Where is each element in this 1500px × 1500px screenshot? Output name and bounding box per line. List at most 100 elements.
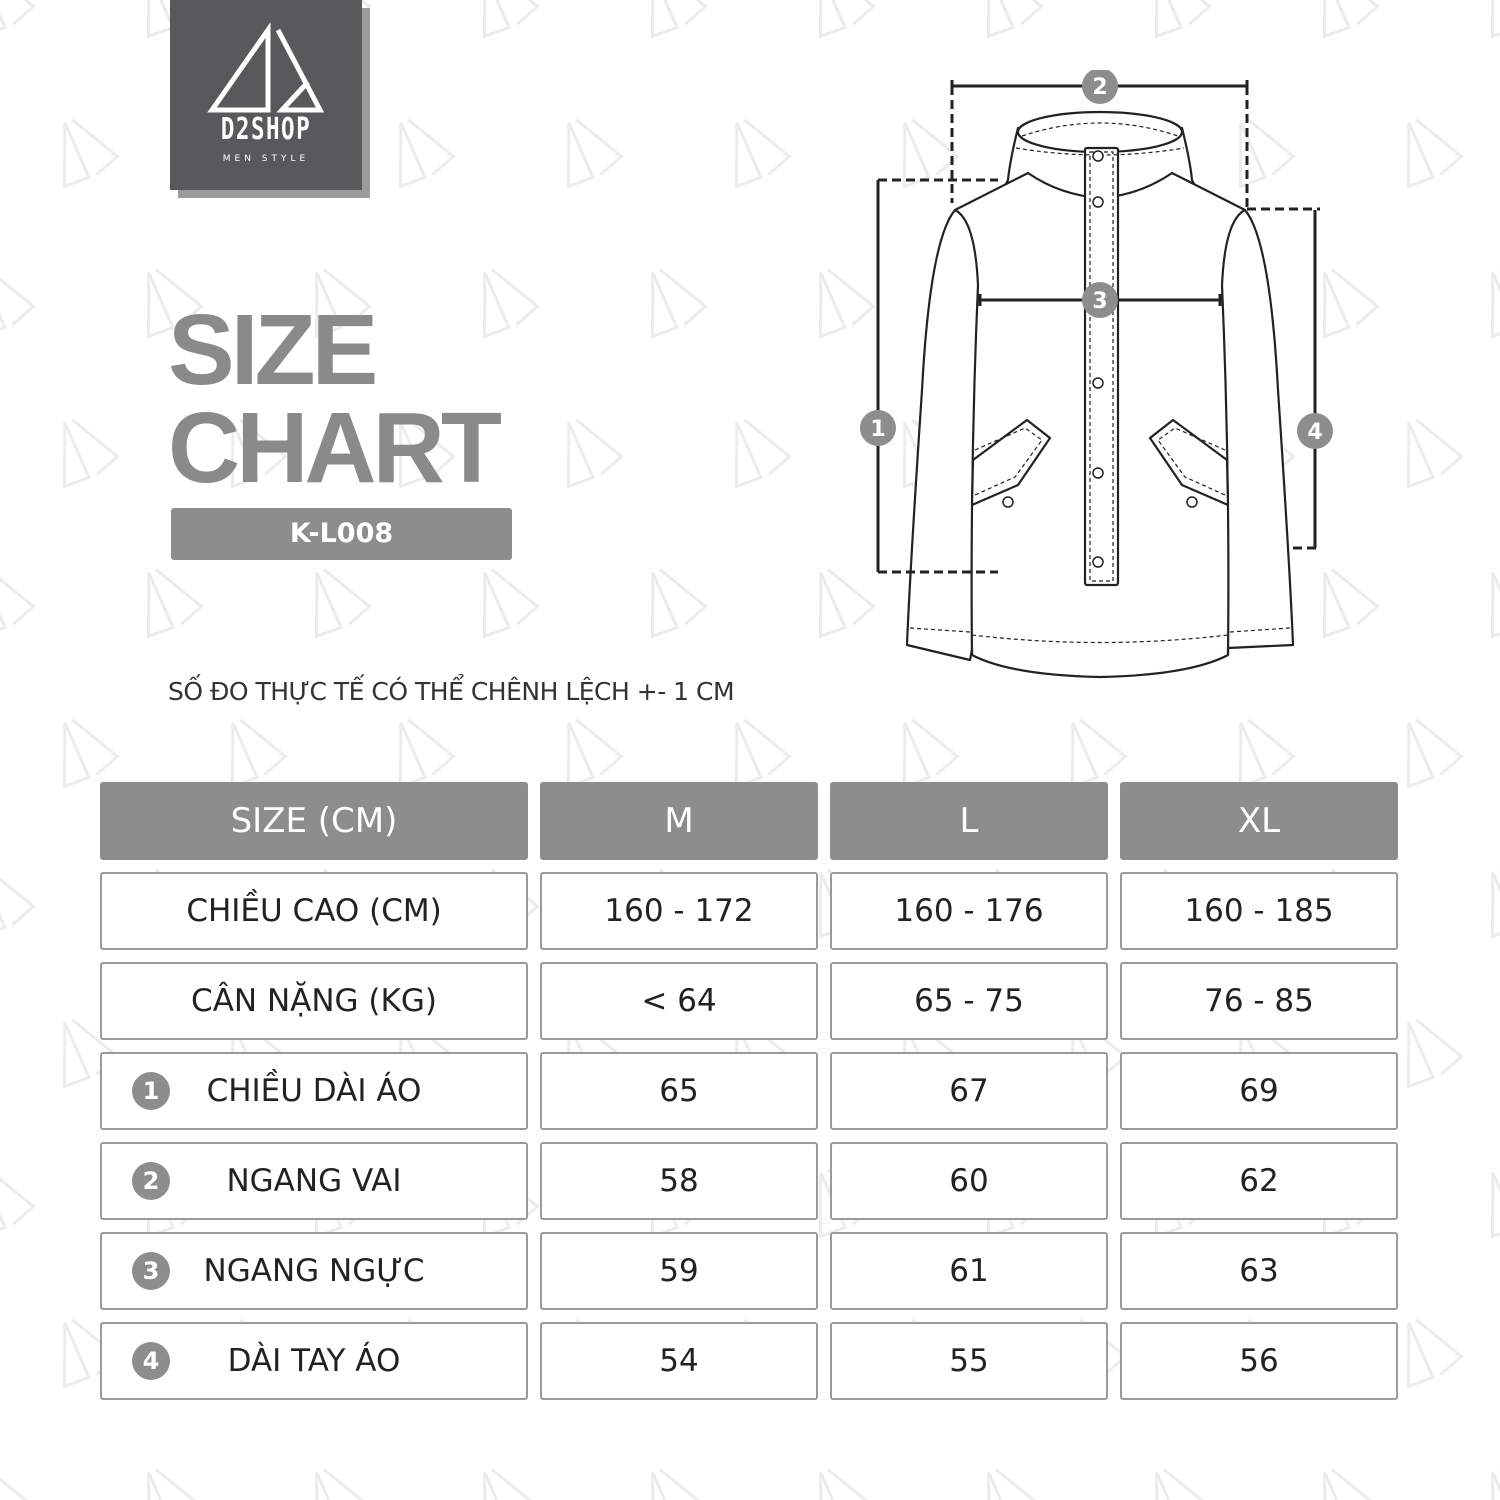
watermark-logo-icon xyxy=(0,1168,36,1239)
table-cell-text: 160 - 176 xyxy=(894,893,1044,929)
table-cell: 160 - 172 xyxy=(540,872,818,950)
table-header-cell: XL xyxy=(1120,782,1398,860)
watermark-logo-icon xyxy=(651,1468,708,1500)
table-header-cell: M xyxy=(540,782,818,860)
watermark-logo-icon xyxy=(651,268,708,339)
table-cell: 56 xyxy=(1120,1322,1398,1400)
watermark-logo-icon xyxy=(651,568,708,639)
watermark-logo-icon xyxy=(735,418,792,489)
watermark-logo-icon xyxy=(987,1468,1044,1500)
watermark-logo-icon xyxy=(819,568,876,639)
watermark-logo-icon xyxy=(399,118,456,189)
table-cell-text: 69 xyxy=(1239,1073,1279,1109)
marker-2: 2 xyxy=(1092,75,1107,100)
left-pocket-flap xyxy=(970,418,1052,507)
table-cell-text: 60 xyxy=(949,1163,989,1199)
marker-4: 4 xyxy=(1307,420,1322,445)
table-cell: 67 xyxy=(830,1052,1108,1130)
table-cell: 55 xyxy=(830,1322,1108,1400)
row-label: CHIỀU CAO (CM) xyxy=(100,872,528,950)
watermark-logo-icon xyxy=(315,1468,372,1500)
watermark-logo-icon xyxy=(399,418,456,489)
watermark-logo-icon xyxy=(231,418,288,489)
measurement-markers: 1 2 3 4 xyxy=(860,70,1333,449)
table-cell-text: 59 xyxy=(659,1253,699,1289)
watermark-logo-icon xyxy=(1323,0,1380,39)
watermark-logo-icon xyxy=(1407,418,1464,489)
marker-badge: 2 xyxy=(132,1162,170,1200)
measurement-note: SỐ ĐO THỰC TẾ CÓ THỂ CHÊNH LỆCH +- 1 CM xyxy=(168,677,735,706)
row-label-text: CHIỀU DÀI ÁO xyxy=(206,1073,422,1109)
table-cell: 65 - 75 xyxy=(830,962,1108,1040)
watermark-logo-icon xyxy=(1407,1318,1464,1389)
marker-1: 1 xyxy=(870,417,885,442)
table-cell-text: 62 xyxy=(1239,1163,1279,1199)
logo-triangle-icon xyxy=(207,22,325,113)
row-label: CHIỀU DÀI ÁO 1 xyxy=(100,1052,528,1130)
row-label-text: NGANG NGỰC xyxy=(203,1253,425,1289)
table-cell-text: 54 xyxy=(659,1343,699,1379)
table-cell-text: 63 xyxy=(1239,1253,1279,1289)
buttons xyxy=(1002,150,1198,568)
watermark-logo-icon xyxy=(1071,718,1128,789)
table-cell: 76 - 85 xyxy=(1120,962,1398,1040)
watermark-logo-icon xyxy=(1323,268,1380,339)
watermark-logo-icon xyxy=(315,268,372,339)
watermark-logo-icon xyxy=(63,118,120,189)
row-label-text: CHIỀU CAO (CM) xyxy=(186,893,442,929)
watermark-logo-icon xyxy=(483,268,540,339)
watermark-logo-icon xyxy=(483,568,540,639)
watermark-logo-icon xyxy=(0,568,36,639)
watermark-logo-icon xyxy=(1491,1168,1500,1239)
watermark-logo-icon xyxy=(567,118,624,189)
jacket-diagram: 1 2 3 4 xyxy=(860,70,1333,679)
table-header-cell-text: L xyxy=(959,801,979,841)
watermark-logo-icon xyxy=(735,718,792,789)
watermark-logo-icon xyxy=(1407,718,1464,789)
table-cell: 160 - 185 xyxy=(1120,872,1398,950)
watermark-logo-icon xyxy=(735,118,792,189)
product-code-badge: K-L008 xyxy=(171,508,512,560)
right-pocket-flap xyxy=(1148,418,1230,507)
table-cell-text: 65 - 75 xyxy=(914,983,1024,1019)
table-cell: 59 xyxy=(540,1232,818,1310)
watermark-logo-icon xyxy=(483,1468,540,1500)
marker-badge: 3 xyxy=(132,1252,170,1290)
watermark-logo-icon xyxy=(819,0,876,39)
watermark-logo-icon xyxy=(567,418,624,489)
title-line2: CHART xyxy=(168,392,502,504)
watermark-logo-icon xyxy=(63,418,120,489)
watermark-logo-icon xyxy=(399,718,456,789)
table-cell-text: 58 xyxy=(659,1163,699,1199)
watermark-logo-icon xyxy=(903,718,960,789)
watermark-logo-icon xyxy=(651,0,708,39)
row-label: NGANG NGỰC 3 xyxy=(100,1232,528,1310)
watermark-logo-icon xyxy=(147,1468,204,1500)
watermark-logo-icon xyxy=(1239,118,1296,189)
table-header-cell-text: XL xyxy=(1237,801,1281,841)
table-cell-text: 65 xyxy=(659,1073,699,1109)
watermark-logo-icon xyxy=(147,268,204,339)
table-cell: 60 xyxy=(830,1142,1108,1220)
watermark-logo-icon xyxy=(903,118,960,189)
watermark-logo-icon xyxy=(1407,118,1464,189)
table-cell: 63 xyxy=(1120,1232,1398,1310)
watermark-logo-icon xyxy=(1155,0,1212,39)
row-label: CÂN NẶNG (KG) xyxy=(100,962,528,1040)
table-cell-text: 160 - 172 xyxy=(604,893,754,929)
table-cell: 54 xyxy=(540,1322,818,1400)
watermark-logo-icon xyxy=(0,868,36,939)
watermark-logo-icon xyxy=(315,568,372,639)
watermark-logo-icon xyxy=(1491,1468,1500,1500)
marker-badge: 4 xyxy=(132,1342,170,1380)
watermark-logo-icon xyxy=(1323,1468,1380,1500)
brand-logo: D2SHOP MEN STYLE xyxy=(170,0,362,190)
table-cell-text: 67 xyxy=(949,1073,989,1109)
watermark-logo-icon xyxy=(1407,1018,1464,1089)
table-cell-text: 61 xyxy=(949,1253,989,1289)
watermark-logo-icon xyxy=(0,1468,36,1500)
watermark-logo-icon xyxy=(483,0,540,39)
watermark-logo-icon xyxy=(1491,268,1500,339)
watermark-logo-icon xyxy=(0,268,36,339)
watermark-logo-icon xyxy=(1491,0,1500,39)
